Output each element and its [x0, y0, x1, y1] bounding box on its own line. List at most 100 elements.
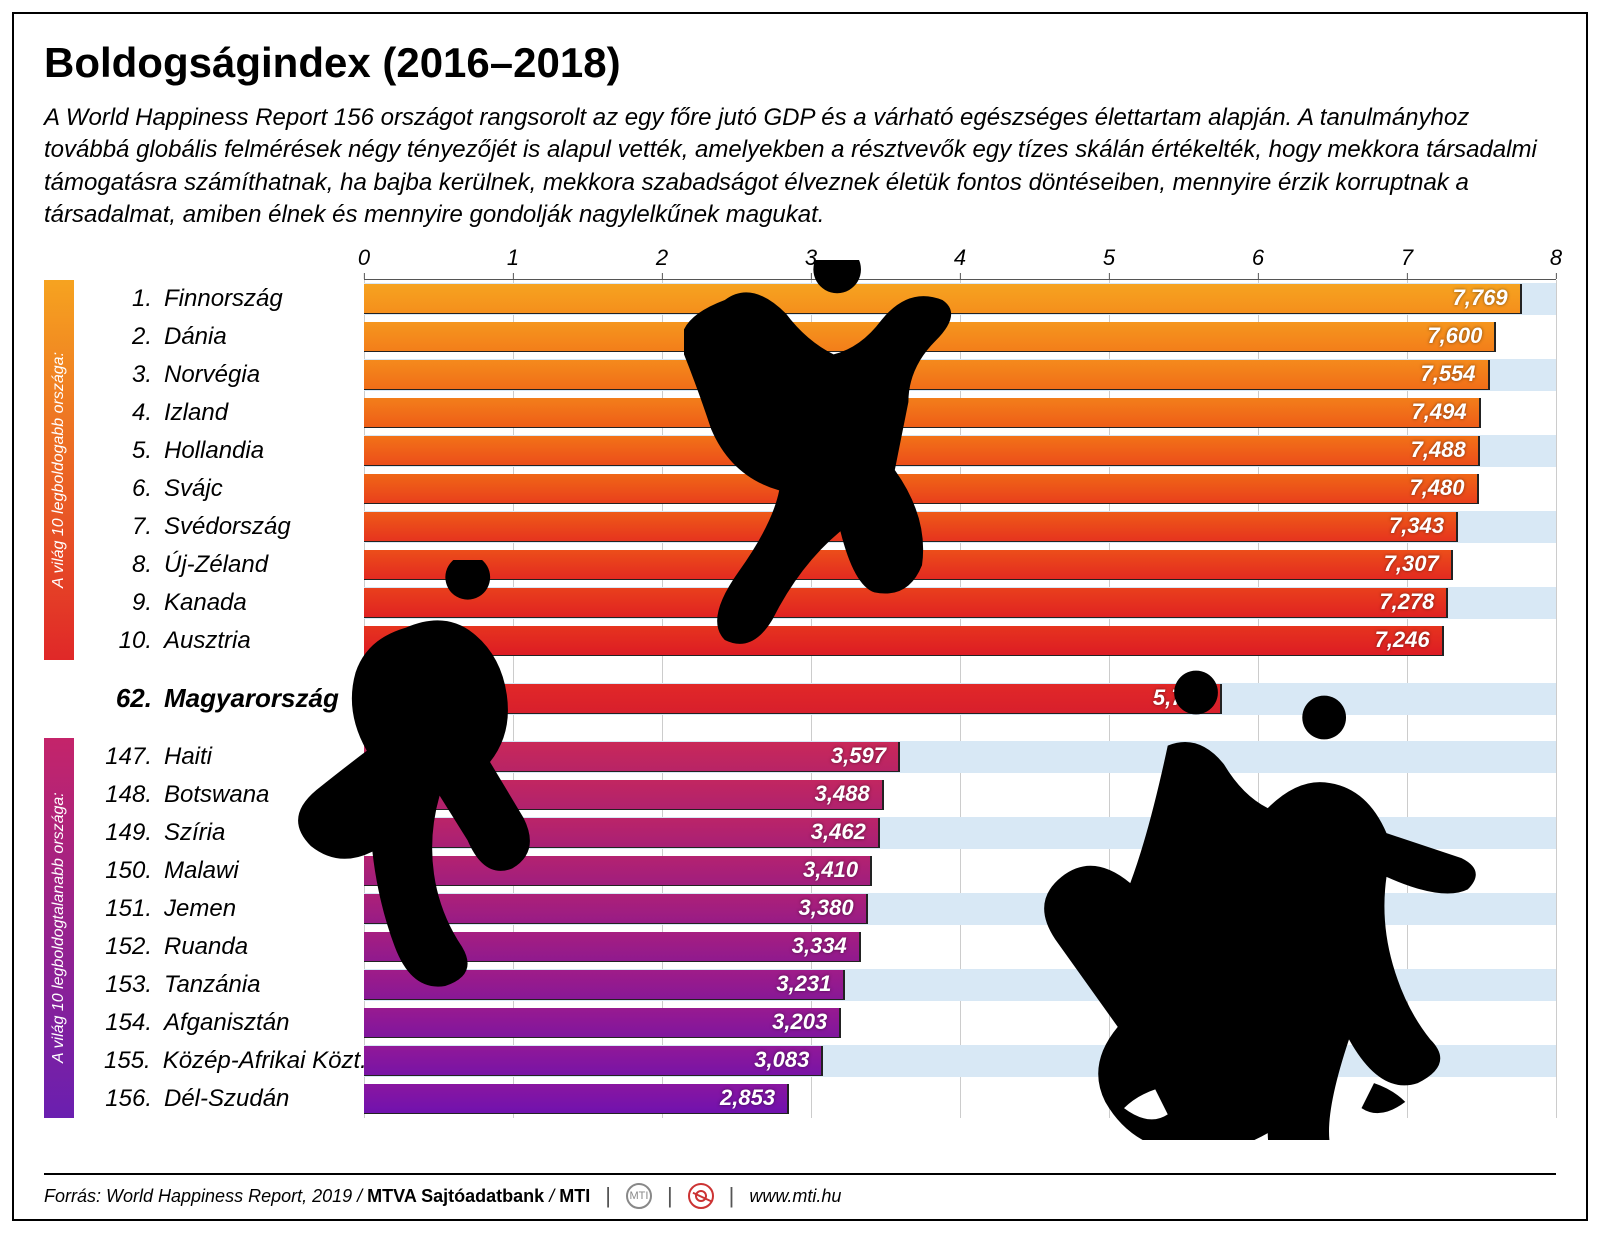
footer: Forrás: World Happiness Report, 2019 / M… [44, 1173, 1556, 1209]
rank: 62. [104, 683, 164, 714]
tick-label: 8 [1550, 245, 1562, 271]
bar-row: 7,769 [364, 280, 1556, 318]
country-row-label: 5.Hollandia [74, 432, 364, 470]
rank: 10. [104, 627, 164, 655]
rank: 153. [104, 971, 164, 999]
bar-row: 3,410 [364, 852, 1556, 890]
side-labels: A világ 10 legboldogabb országa:A világ … [44, 250, 74, 1153]
bar-row: 7,494 [364, 394, 1556, 432]
bar: 3,231 [364, 970, 845, 1000]
bars-column: 012345678 7,769 7,600 7,554 7,4947,488 7,480… [364, 250, 1556, 1153]
axis-tick: 3 [805, 245, 817, 279]
footer-source: Forrás: World Happiness Report, 2019 / M… [44, 1186, 590, 1207]
tick-label: 7 [1401, 245, 1413, 271]
country-name: Új-Zéland [164, 551, 364, 579]
bar: 7,246 [364, 626, 1444, 656]
country-row-label: 3.Norvégia [74, 356, 364, 394]
country-name: Svédország [164, 513, 364, 541]
country-row-label: 10.Ausztria [74, 622, 364, 660]
bar: 3,462 [364, 818, 880, 848]
country-row-label: 7.Svédország [74, 508, 364, 546]
bar-row: 2,853 [364, 1080, 1556, 1118]
rank: 1. [104, 285, 164, 313]
rank: 156. [104, 1085, 164, 1113]
country-name: Malawi [164, 857, 364, 885]
bar-row: 7,488 [364, 432, 1556, 470]
rank: 148. [104, 781, 164, 809]
bar-row: 7,600 [364, 318, 1556, 356]
country-row-label: 6.Svájc [74, 470, 364, 508]
country-row-label: 152.Ruanda [74, 928, 364, 966]
chart-area: A világ 10 legboldogabb országa:A világ … [44, 250, 1556, 1153]
tick-label: 3 [805, 245, 817, 271]
footer-separator: | [667, 1183, 673, 1209]
axis-tick: 1 [507, 245, 519, 279]
bar-row: 5,758 [364, 680, 1556, 718]
rank: 150. [104, 857, 164, 885]
bar: 3,488 [364, 780, 884, 810]
axis-tick: 8 [1550, 245, 1562, 279]
bar-row: 7,554 [364, 356, 1556, 394]
chart-subtitle: A World Happiness Report 156 országot ra… [44, 102, 1556, 232]
rank: 9. [104, 589, 164, 617]
bar: 7,554 [364, 360, 1490, 390]
country-row-label: 150.Malawi [74, 852, 364, 890]
rank: 151. [104, 895, 164, 923]
rank: 3. [104, 361, 164, 389]
country-row-label: 9.Kanada [74, 584, 364, 622]
country-name: Hollandia [164, 437, 364, 465]
bar-row: 3,083 [364, 1042, 1556, 1080]
bar: 3,380 [364, 894, 868, 924]
axis-tick: 6 [1252, 245, 1264, 279]
country-name: Dánia [164, 323, 364, 351]
country-name: Afganisztán [164, 1009, 364, 1037]
country-name: Norvégia [164, 361, 364, 389]
rank: 8. [104, 551, 164, 579]
country-name: Tanzánia [164, 971, 364, 999]
bar-row: 3,231 [364, 966, 1556, 1004]
country-name: Botswana [164, 781, 364, 809]
country-name: Szíria [164, 819, 364, 847]
chart-title: Boldogságindex (2016–2018) [44, 39, 1556, 87]
bar-row: 3,203 [364, 1004, 1556, 1042]
bar: 3,083 [364, 1046, 823, 1076]
rank: 2. [104, 323, 164, 351]
country-row-label: 1.Finnország [74, 280, 364, 318]
axis-tick: 2 [656, 245, 668, 279]
country-name: Finnország [164, 285, 364, 313]
bar-row: 7,343 [364, 508, 1556, 546]
tick-label: 4 [954, 245, 966, 271]
axis-tick: 7 [1401, 245, 1413, 279]
axis-tick: 5 [1103, 245, 1115, 279]
country-name: Közép-Afrikai Közt. [163, 1047, 367, 1075]
country-row-label: 147.Haiti [74, 738, 364, 776]
bar-row: 7,278 [364, 584, 1556, 622]
gridline [1556, 280, 1557, 1118]
country-row-label: 155.Közép-Afrikai Közt. [74, 1042, 364, 1080]
x-axis: 012345678 [364, 250, 1556, 280]
country-name: Magyarország [164, 683, 364, 714]
bar: 5,758 [364, 684, 1222, 714]
country-row-label: 151.Jemen [74, 890, 364, 928]
bar-row: 3,488 [364, 776, 1556, 814]
country-row-label: 154.Afganisztán [74, 1004, 364, 1042]
infographic-frame: Boldogságindex (2016–2018) A World Happi… [12, 12, 1588, 1221]
tick-label: 1 [507, 245, 519, 271]
tick-label: 5 [1103, 245, 1115, 271]
rank: 154. [104, 1009, 164, 1037]
bar: 3,203 [364, 1008, 841, 1038]
bar: 7,480 [364, 474, 1479, 504]
country-row-label: 156.Dél-Szudán [74, 1080, 364, 1118]
footer-separator: | [729, 1183, 735, 1209]
country-row-label: 148.Botswana [74, 776, 364, 814]
country-name: Haiti [164, 743, 364, 771]
rank: 4. [104, 399, 164, 427]
rank: 7. [104, 513, 164, 541]
tick-label: 0 [358, 245, 370, 271]
axis-tick: 4 [954, 245, 966, 279]
tick-label: 6 [1252, 245, 1264, 271]
country-name: Dél-Szudán [164, 1085, 364, 1113]
country-row-label: 8.Új-Zéland [74, 546, 364, 584]
bar: 7,769 [364, 284, 1522, 314]
axis-tick: 0 [358, 245, 370, 279]
